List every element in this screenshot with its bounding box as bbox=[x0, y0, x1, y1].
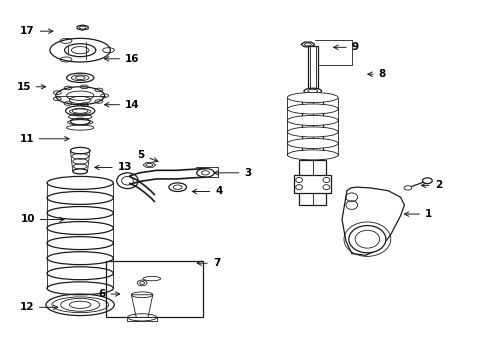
Text: 1: 1 bbox=[404, 209, 431, 219]
Text: 12: 12 bbox=[20, 302, 58, 312]
Polygon shape bbox=[341, 187, 404, 255]
Text: 3: 3 bbox=[214, 168, 251, 178]
Ellipse shape bbox=[70, 147, 90, 154]
Ellipse shape bbox=[422, 178, 431, 184]
Ellipse shape bbox=[287, 138, 337, 148]
Text: 14: 14 bbox=[104, 100, 140, 110]
Ellipse shape bbox=[73, 169, 87, 174]
Ellipse shape bbox=[47, 192, 113, 204]
Text: 9: 9 bbox=[333, 42, 358, 52]
Ellipse shape bbox=[47, 207, 113, 220]
Text: 10: 10 bbox=[20, 215, 64, 224]
Ellipse shape bbox=[287, 104, 337, 114]
Polygon shape bbox=[299, 160, 326, 205]
Text: 4: 4 bbox=[192, 186, 222, 197]
Polygon shape bbox=[77, 25, 88, 30]
Ellipse shape bbox=[47, 282, 113, 295]
Text: 13: 13 bbox=[95, 162, 132, 172]
Ellipse shape bbox=[47, 237, 113, 249]
Ellipse shape bbox=[287, 150, 337, 160]
Polygon shape bbox=[127, 318, 157, 321]
Polygon shape bbox=[294, 175, 330, 193]
Text: 11: 11 bbox=[20, 134, 69, 144]
Ellipse shape bbox=[47, 222, 113, 234]
Ellipse shape bbox=[47, 267, 113, 280]
Ellipse shape bbox=[47, 252, 113, 265]
Ellipse shape bbox=[348, 226, 385, 253]
Ellipse shape bbox=[287, 93, 337, 103]
Polygon shape bbox=[131, 295, 153, 318]
Text: 2: 2 bbox=[421, 180, 441, 190]
Ellipse shape bbox=[47, 176, 113, 189]
Polygon shape bbox=[143, 162, 156, 167]
Ellipse shape bbox=[287, 116, 337, 126]
Text: 15: 15 bbox=[17, 82, 45, 92]
Ellipse shape bbox=[287, 127, 337, 137]
Ellipse shape bbox=[61, 298, 100, 311]
Text: 6: 6 bbox=[98, 289, 120, 299]
Polygon shape bbox=[307, 46, 317, 89]
Text: 8: 8 bbox=[367, 69, 385, 79]
Bar bbox=[105, 261, 203, 317]
Text: 5: 5 bbox=[137, 150, 158, 162]
Text: 7: 7 bbox=[197, 258, 220, 268]
Text: 17: 17 bbox=[20, 26, 53, 36]
Polygon shape bbox=[302, 95, 323, 160]
Ellipse shape bbox=[304, 88, 321, 94]
Polygon shape bbox=[301, 42, 314, 47]
Ellipse shape bbox=[403, 186, 411, 190]
Text: 16: 16 bbox=[104, 54, 139, 64]
